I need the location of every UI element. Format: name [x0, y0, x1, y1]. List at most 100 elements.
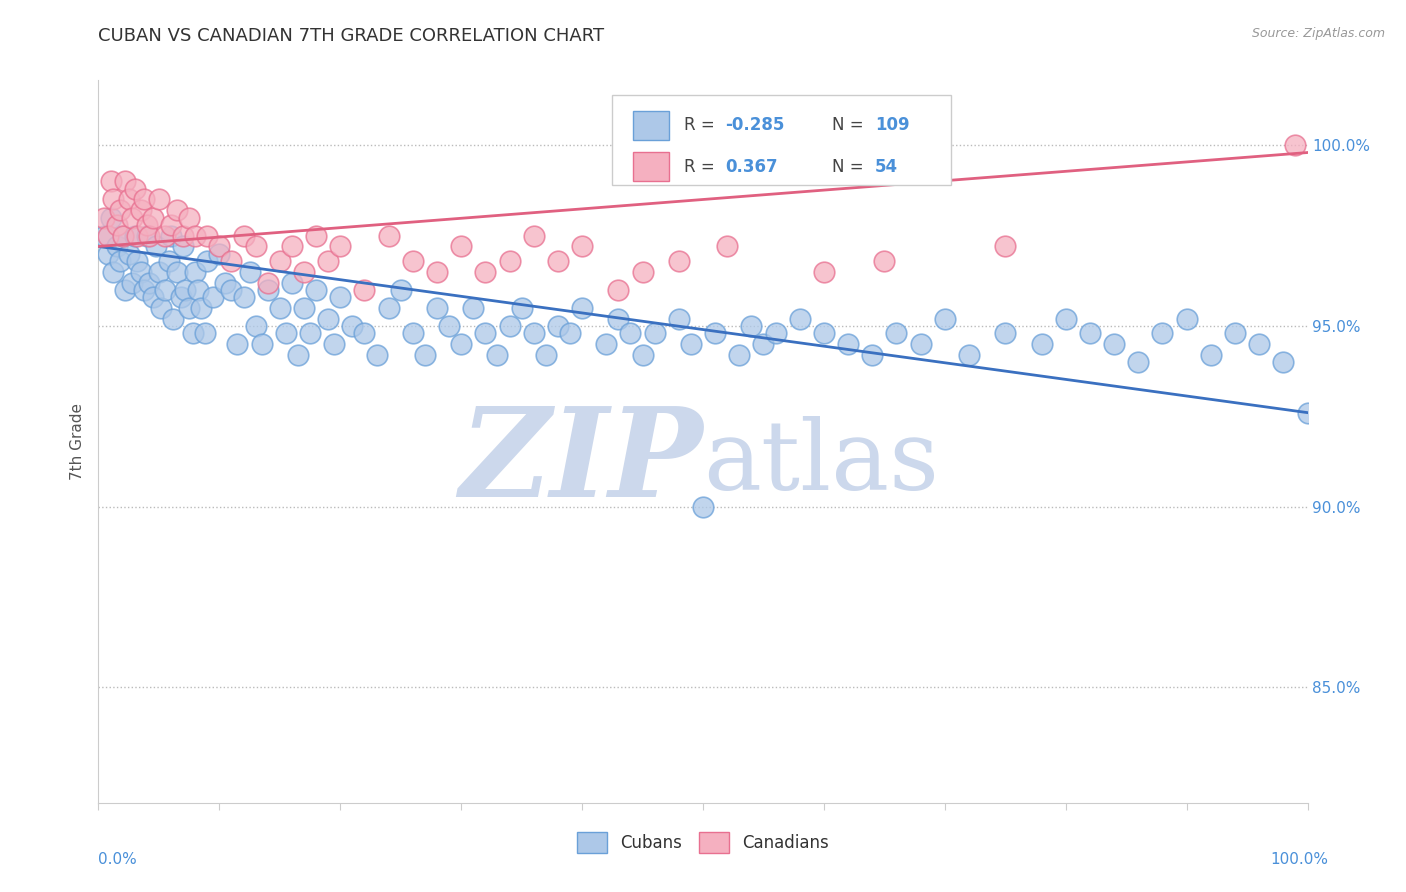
Point: [716, 239, 738, 253]
Point: [221, 283, 243, 297]
Point: [239, 265, 262, 279]
Text: atlas: atlas: [703, 417, 939, 510]
Point: [486, 348, 509, 362]
FancyBboxPatch shape: [633, 111, 669, 140]
Point: [101, 265, 124, 279]
Point: [169, 290, 191, 304]
Point: [148, 193, 170, 207]
Point: [287, 348, 309, 362]
Point: [157, 254, 180, 268]
Point: [329, 290, 352, 304]
Point: [138, 276, 160, 290]
Point: [145, 239, 167, 253]
Point: [837, 337, 859, 351]
Point: [135, 228, 157, 243]
Point: [184, 265, 207, 279]
Point: [316, 254, 339, 268]
Point: [463, 301, 485, 315]
Legend: Cubans, Canadians: Cubans, Canadians: [571, 826, 835, 860]
Point: [305, 228, 328, 243]
Point: [142, 211, 165, 225]
Point: [873, 254, 896, 268]
Point: [413, 348, 436, 362]
Point: [153, 283, 176, 297]
Point: [166, 203, 188, 218]
Text: 109: 109: [875, 116, 910, 135]
Point: [221, 254, 243, 268]
Point: [668, 311, 690, 326]
Point: [172, 239, 194, 253]
Point: [160, 228, 183, 243]
Point: [631, 265, 654, 279]
Point: [523, 228, 546, 243]
Point: [595, 337, 617, 351]
Point: [111, 228, 134, 243]
Point: [166, 265, 188, 279]
Y-axis label: 7th Grade: 7th Grade: [70, 403, 86, 480]
Point: [377, 228, 399, 243]
Text: N =: N =: [832, 158, 869, 176]
Point: [135, 218, 157, 232]
Point: [127, 228, 149, 243]
Point: [256, 276, 278, 290]
Point: [366, 348, 388, 362]
Point: [105, 239, 128, 253]
Point: [994, 326, 1017, 341]
FancyBboxPatch shape: [633, 153, 669, 181]
Point: [134, 283, 156, 297]
Point: [108, 254, 131, 268]
Point: [100, 174, 122, 188]
Point: [813, 265, 835, 279]
Point: [129, 265, 152, 279]
Point: [547, 254, 569, 268]
Point: [389, 283, 412, 297]
Point: [148, 265, 170, 279]
Point: [813, 326, 835, 341]
Point: [957, 348, 980, 362]
Point: [250, 337, 273, 351]
Point: [111, 228, 134, 243]
Text: 54: 54: [875, 158, 898, 176]
Point: [184, 228, 207, 243]
Point: [377, 301, 399, 315]
Text: ZIP: ZIP: [460, 402, 703, 524]
Point: [93, 228, 115, 243]
Point: [108, 203, 131, 218]
Point: [450, 337, 472, 351]
Text: N =: N =: [832, 116, 869, 135]
Point: [299, 326, 322, 341]
Point: [402, 326, 425, 341]
Point: [105, 218, 128, 232]
Text: R =: R =: [683, 158, 720, 176]
Point: [607, 283, 630, 297]
Point: [704, 326, 727, 341]
Point: [97, 228, 120, 243]
Point: [134, 193, 156, 207]
Point: [1296, 406, 1319, 420]
Point: [631, 348, 654, 362]
Point: [124, 228, 146, 243]
Point: [162, 311, 184, 326]
Point: [474, 326, 496, 341]
Point: [571, 301, 593, 315]
Point: [679, 337, 702, 351]
Point: [179, 301, 201, 315]
Point: [1175, 311, 1198, 326]
Point: [740, 318, 762, 333]
Point: [190, 301, 212, 315]
Point: [498, 254, 520, 268]
Point: [174, 283, 197, 297]
Point: [1223, 326, 1246, 341]
Point: [114, 283, 136, 297]
Point: [619, 326, 641, 341]
Point: [342, 318, 364, 333]
Point: [281, 276, 304, 290]
Text: CUBAN VS CANADIAN 7TH GRADE CORRELATION CHART: CUBAN VS CANADIAN 7TH GRADE CORRELATION …: [98, 27, 605, 45]
Point: [138, 228, 160, 243]
Point: [692, 500, 714, 514]
Text: R =: R =: [683, 116, 720, 135]
Point: [1249, 337, 1271, 351]
Point: [245, 239, 267, 253]
Point: [316, 311, 339, 326]
Point: [558, 326, 581, 341]
